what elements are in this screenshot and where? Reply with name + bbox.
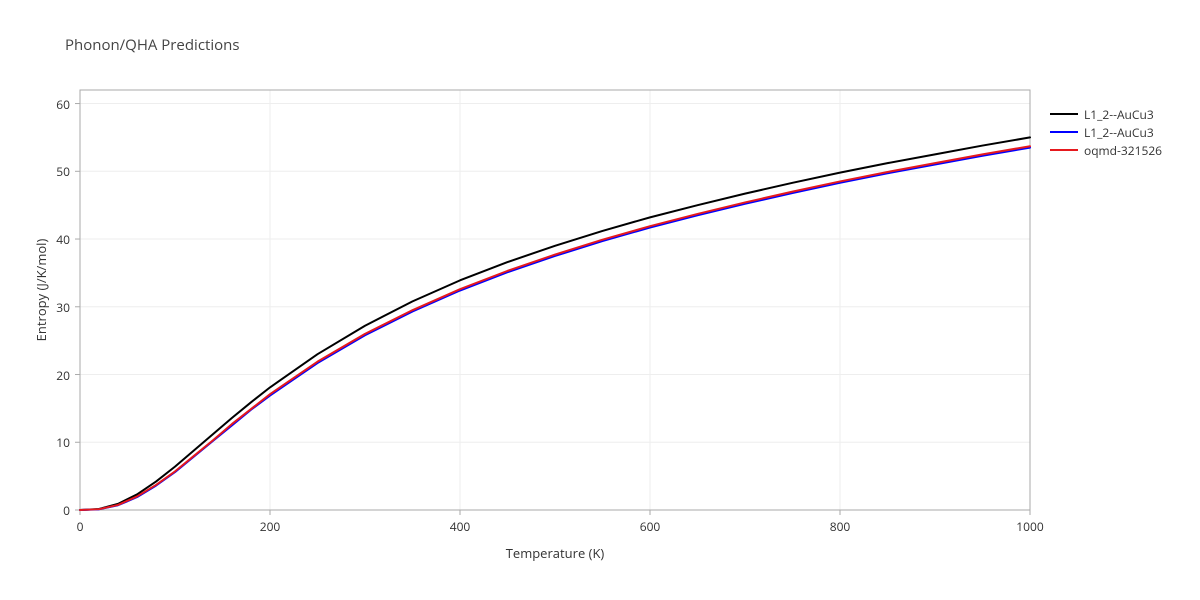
x-tick-label: 1000	[1015, 518, 1045, 535]
x-axis-label: Temperature (K)	[495, 544, 615, 562]
y-tick-label: 20	[56, 367, 70, 384]
x-tick-label: 0	[65, 518, 95, 535]
legend-label: L1_2--AuCu3	[1084, 106, 1154, 123]
legend-label: oqmd-321526	[1084, 142, 1162, 159]
x-tick-label: 200	[255, 518, 285, 535]
chart-svg	[0, 0, 1200, 600]
y-tick-label: 0	[63, 502, 70, 519]
legend-item[interactable]: L1_2--AuCu3	[1050, 123, 1162, 141]
legend-swatch	[1050, 131, 1078, 133]
legend-item[interactable]: L1_2--AuCu3	[1050, 105, 1162, 123]
legend-item[interactable]: oqmd-321526	[1050, 141, 1162, 159]
y-axis-label: Entropy (J/K/mol)	[32, 220, 50, 360]
chart-container: Phonon/QHA Predictions Temperature (K) E…	[0, 0, 1200, 600]
x-tick-label: 800	[825, 518, 855, 535]
legend-swatch	[1050, 113, 1078, 115]
y-tick-label: 10	[56, 434, 70, 451]
series-line[interactable]	[80, 148, 1030, 510]
legend: L1_2--AuCu3L1_2--AuCu3oqmd-321526	[1050, 105, 1162, 159]
series-line[interactable]	[80, 146, 1030, 510]
y-tick-label: 50	[56, 163, 70, 180]
y-tick-label: 40	[56, 231, 70, 248]
x-tick-label: 600	[635, 518, 665, 535]
y-tick-label: 30	[56, 299, 70, 316]
legend-swatch	[1050, 149, 1078, 151]
x-tick-label: 400	[445, 518, 475, 535]
chart-title: Phonon/QHA Predictions	[65, 35, 240, 55]
legend-label: L1_2--AuCu3	[1084, 124, 1154, 141]
series-line[interactable]	[80, 137, 1030, 510]
y-tick-label: 60	[56, 96, 70, 113]
